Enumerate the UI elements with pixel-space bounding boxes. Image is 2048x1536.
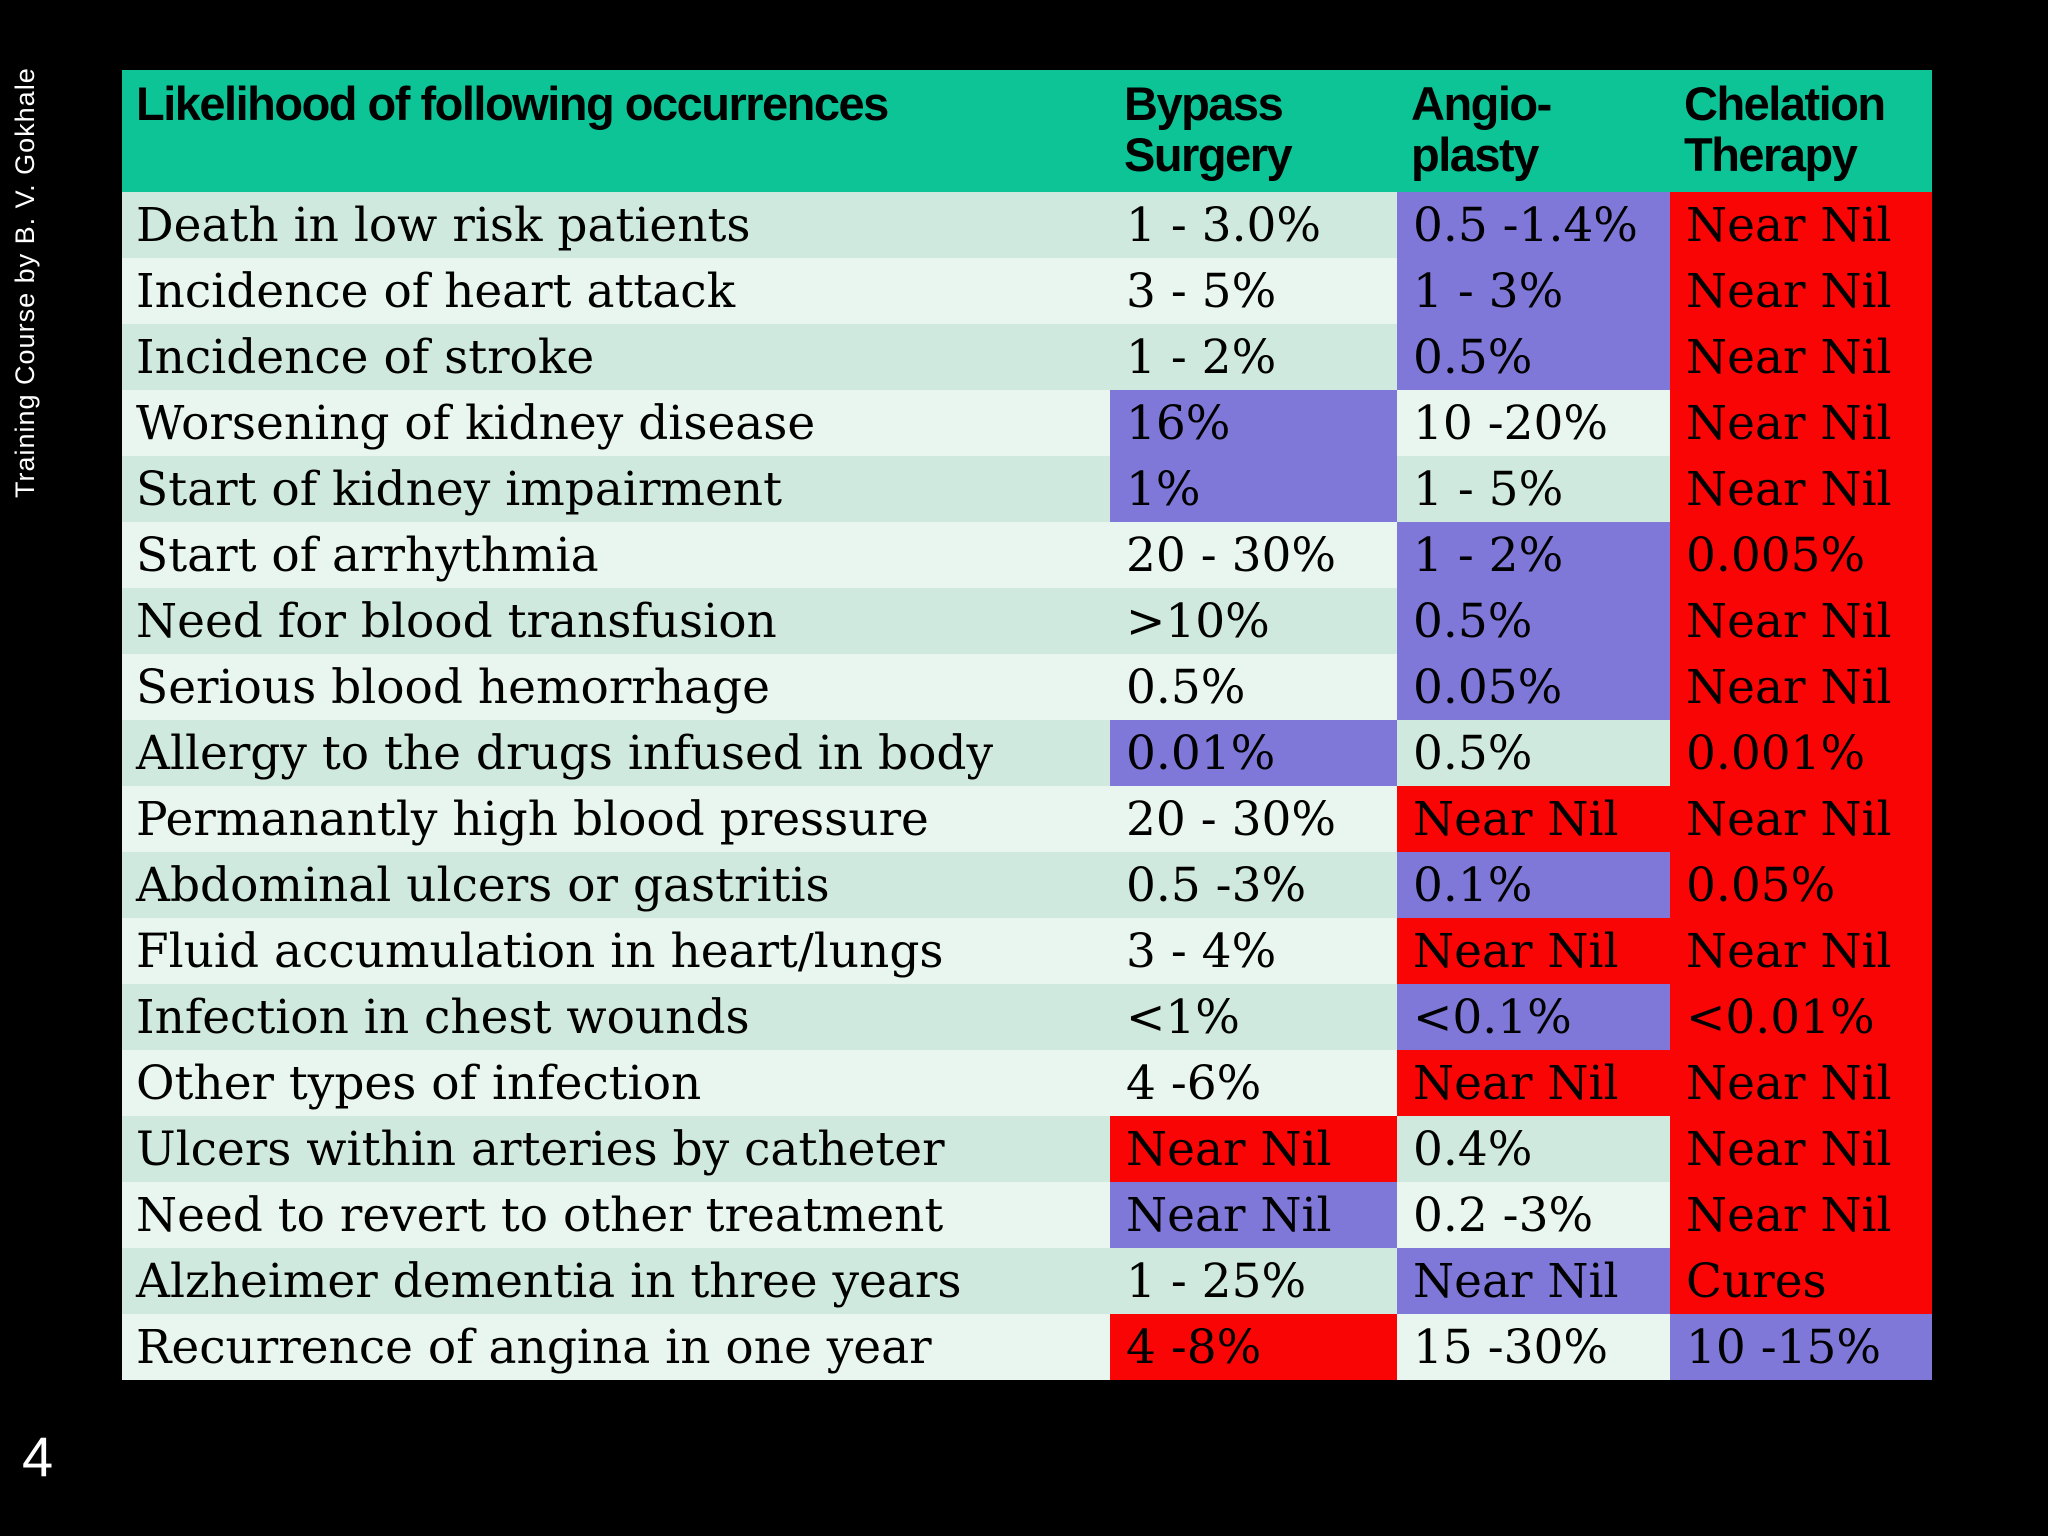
chelation-value-cell: Cures (1670, 1248, 1932, 1314)
bypass-value-cell: 4 -6% (1110, 1050, 1397, 1116)
row-label: Allergy to the drugs infused in body (122, 720, 1110, 786)
chelation-value-cell: Near Nil (1670, 390, 1932, 456)
chelation-value-cell: Near Nil (1670, 324, 1932, 390)
page-number: 4 (22, 1425, 54, 1488)
row-label: Other types of infection (122, 1050, 1110, 1116)
row-label: Incidence of stroke (122, 324, 1110, 390)
angio-value-cell: <0.1% (1397, 984, 1670, 1050)
row-label: Start of kidney impairment (122, 456, 1110, 522)
angio-value-cell: 1 - 3% (1397, 258, 1670, 324)
header-cell-angioplasty: Angio- plasty (1397, 70, 1670, 192)
chelation-value-cell: <0.01% (1670, 984, 1932, 1050)
bypass-value-cell: 1% (1110, 456, 1397, 522)
chelation-value-cell: 0.05% (1670, 852, 1932, 918)
row-label: Incidence of heart attack (122, 258, 1110, 324)
bypass-value-cell: 1 - 2% (1110, 324, 1397, 390)
angio-value-cell: 0.5% (1397, 324, 1670, 390)
chelation-value-cell: Near Nil (1670, 258, 1932, 324)
chelation-value-cell: Near Nil (1670, 786, 1932, 852)
row-label: Start of arrhythmia (122, 522, 1110, 588)
bypass-value-cell: <1% (1110, 984, 1397, 1050)
chelation-value-cell: Near Nil (1670, 918, 1932, 984)
angio-value-cell: 15 -30% (1397, 1314, 1670, 1380)
row-label: Need to revert to other treatment (122, 1182, 1110, 1248)
chelation-value-cell: Near Nil (1670, 1116, 1932, 1182)
bypass-value-cell: Near Nil (1110, 1116, 1397, 1182)
angio-value-cell: 0.5 -1.4% (1397, 192, 1670, 258)
bypass-value-cell: >10% (1110, 588, 1397, 654)
row-label: Need for blood transfusion (122, 588, 1110, 654)
row-label: Serious blood hemorrhage (122, 654, 1110, 720)
row-label: Death in low risk patients (122, 192, 1110, 258)
row-label: Ulcers within arteries by catheter (122, 1116, 1110, 1182)
chelation-value-cell: Near Nil (1670, 1182, 1932, 1248)
angio-value-cell: 1 - 2% (1397, 522, 1670, 588)
bypass-value-cell: 0.5 -3% (1110, 852, 1397, 918)
row-label: Alzheimer dementia in three years (122, 1248, 1110, 1314)
likelihood-table: Likelihood of following occurrences Bypa… (122, 70, 1932, 1380)
bypass-value-cell: 20 - 30% (1110, 522, 1397, 588)
angio-value-cell: 0.4% (1397, 1116, 1670, 1182)
angio-value-cell: Near Nil (1397, 786, 1670, 852)
chelation-value-cell: 0.001% (1670, 720, 1932, 786)
chelation-value-cell: 0.005% (1670, 522, 1932, 588)
chelation-value-cell: Near Nil (1670, 588, 1932, 654)
angio-value-cell: 0.5% (1397, 588, 1670, 654)
bypass-value-cell: 4 -8% (1110, 1314, 1397, 1380)
bypass-value-cell: 1 - 3.0% (1110, 192, 1397, 258)
angio-value-cell: 10 -20% (1397, 390, 1670, 456)
bypass-value-cell: 0.5% (1110, 654, 1397, 720)
chelation-value-cell: Near Nil (1670, 456, 1932, 522)
bypass-value-cell: Near Nil (1110, 1182, 1397, 1248)
row-label: Permanantly high blood pressure (122, 786, 1110, 852)
chelation-value-cell: Near Nil (1670, 1050, 1932, 1116)
angio-value-cell: 0.5% (1397, 720, 1670, 786)
angio-value-cell: Near Nil (1397, 1050, 1670, 1116)
bypass-value-cell: 3 - 4% (1110, 918, 1397, 984)
row-label: Infection in chest wounds (122, 984, 1110, 1050)
header-cell-likelihood: Likelihood of following occurrences (122, 70, 1110, 192)
chelation-value-cell: Near Nil (1670, 192, 1932, 258)
header-cell-chelation-therapy: Chelation Therapy (1670, 70, 1932, 192)
chelation-value-cell: 10 -15% (1670, 1314, 1932, 1380)
chelation-value-cell: Near Nil (1670, 654, 1932, 720)
row-label: Worsening of kidney disease (122, 390, 1110, 456)
header-cell-bypass-surgery: Bypass Surgery (1110, 70, 1397, 192)
row-label: Fluid accumulation in heart/lungs (122, 918, 1110, 984)
angio-value-cell: 0.2 -3% (1397, 1182, 1670, 1248)
bypass-value-cell: 20 - 30% (1110, 786, 1397, 852)
bypass-value-cell: 0.01% (1110, 720, 1397, 786)
bypass-value-cell: 3 - 5% (1110, 258, 1397, 324)
sidebar-vertical-text: Training Course by B. V. Gokhale (10, 67, 40, 498)
angio-value-cell: Near Nil (1397, 918, 1670, 984)
angio-value-cell: Near Nil (1397, 1248, 1670, 1314)
angio-value-cell: 0.1% (1397, 852, 1670, 918)
bypass-value-cell: 1 - 25% (1110, 1248, 1397, 1314)
angio-value-cell: 0.05% (1397, 654, 1670, 720)
bypass-value-cell: 16% (1110, 390, 1397, 456)
row-label: Abdominal ulcers or gastritis (122, 852, 1110, 918)
row-label: Recurrence of angina in one year (122, 1314, 1110, 1380)
angio-value-cell: 1 - 5% (1397, 456, 1670, 522)
